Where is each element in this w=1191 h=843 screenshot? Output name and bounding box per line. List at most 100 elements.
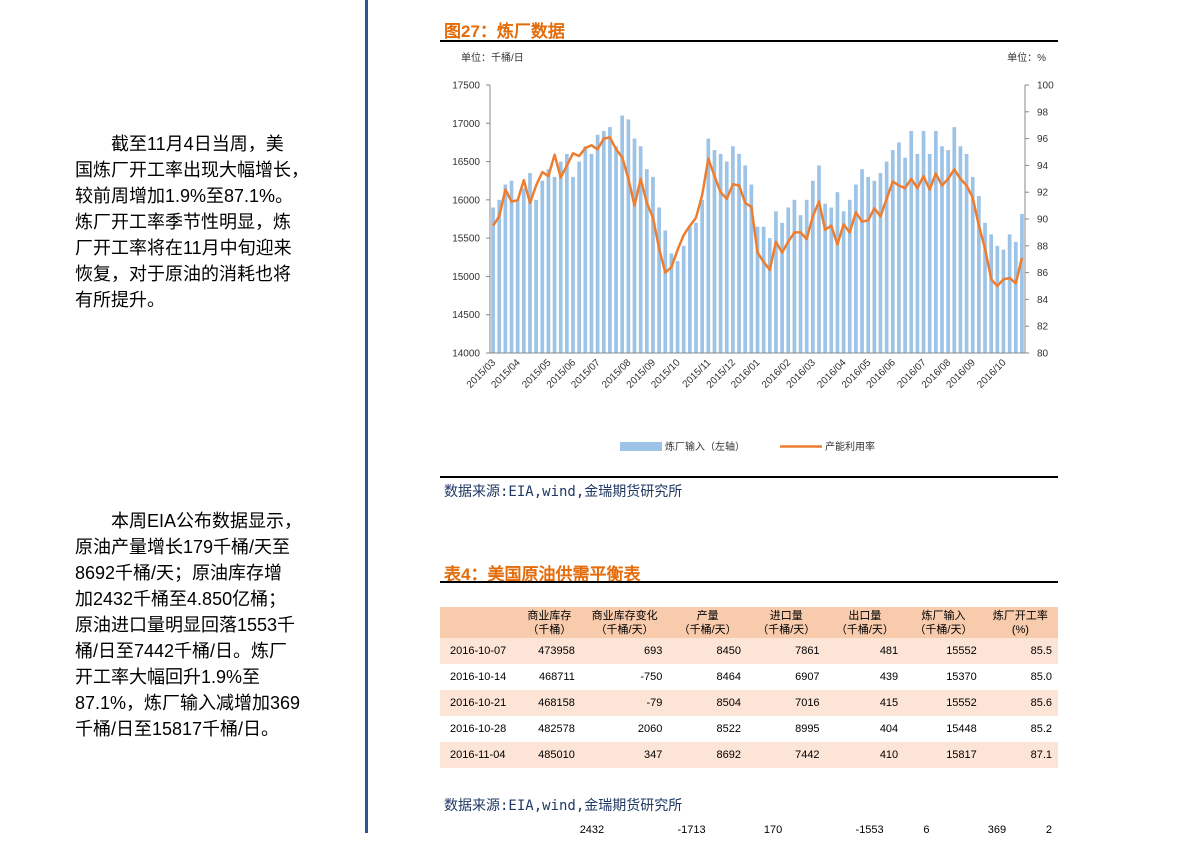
y-tick-label: 14000: [452, 349, 480, 360]
text-line: 加2432千桶至4.850亿桶；: [75, 589, 287, 609]
header-text: （千桶/天）: [914, 623, 973, 636]
y-tick-label: 16500: [452, 157, 480, 168]
bar: [977, 196, 981, 353]
text-line: 本周EIA公布数据显示，: [111, 511, 303, 531]
bar: [1013, 241, 1018, 353]
cell: 7861: [746, 638, 826, 664]
bar: [614, 146, 618, 353]
bar: [632, 138, 637, 353]
line: [492, 136, 1024, 288]
cell: 15370: [946, 671, 977, 683]
bar: [540, 180, 545, 353]
y-tick-label: 16000: [452, 195, 480, 206]
rule: [440, 40, 1058, 42]
bar: [878, 173, 883, 353]
bar: [866, 176, 871, 353]
y2-tick-label: 84: [1037, 295, 1049, 306]
bar: [860, 169, 864, 353]
bar: [503, 184, 508, 353]
y2-tick-label: 86: [1037, 268, 1049, 279]
cell: 15552: [904, 638, 983, 664]
bar: [724, 161, 729, 353]
bar: [509, 180, 514, 353]
bar: [952, 127, 957, 353]
text-line: 千桶/日至15817千桶/日。: [75, 719, 280, 739]
bar: [921, 130, 926, 353]
text-line: 开工率大幅回升1.9%至: [75, 667, 261, 687]
bar: [989, 234, 994, 353]
bar: [780, 222, 784, 353]
bar: [552, 176, 557, 353]
bar: [792, 199, 797, 353]
cell: 410: [825, 742, 905, 768]
bar: [897, 142, 901, 353]
divider: [365, 0, 368, 833]
header-text: （千桶）: [527, 623, 572, 636]
header-cell: [440, 607, 518, 638]
cell: 415: [825, 690, 905, 716]
cut-row: 2432 -1713 170 -1553 6 369 2: [440, 817, 1058, 843]
bar: [663, 230, 668, 353]
bar: [491, 207, 495, 353]
bar: [534, 199, 538, 353]
y-tick-label: 17000: [452, 119, 480, 130]
text-line: 国炼厂开工率出现大幅增长，: [75, 160, 309, 180]
cell: 482578: [538, 723, 575, 735]
row: 2432 -1713 170 -1553 6 369 2: [440, 817, 1058, 843]
table-title: 表4：美国原油供需平衡表: [444, 565, 641, 584]
y2-tick-label: 100: [1037, 81, 1054, 92]
text-line: 厂开工率将在11月中旬迎来: [75, 238, 292, 258]
header-row: 商业库存 （千桶） 商业库存变化 （千桶/天） 产量 （千桶/天） 进口量 （千桶/天） 出口量…: [440, 607, 1058, 638]
cell: 87.1: [982, 742, 1058, 768]
bar: [675, 261, 680, 353]
cell: 404: [879, 723, 899, 735]
cell: 2016-10-21: [440, 690, 518, 716]
cell: 7442: [746, 742, 826, 768]
bar: [700, 199, 704, 353]
bar: [731, 146, 735, 353]
row: 2016-10-07 473958 693 8450 7861 481 15552 85.5: [440, 638, 1058, 664]
text-line: 有所提升。: [75, 290, 165, 310]
y2-tick-label: 88: [1037, 241, 1049, 252]
bar: [964, 153, 969, 353]
y-unit: 单位：千桶/日: [461, 51, 524, 64]
bar: [688, 226, 692, 353]
bar: [761, 226, 766, 353]
bar: [927, 153, 932, 353]
bar: [841, 211, 846, 353]
text-line: 桶/日至7442千桶/日。炼厂: [75, 641, 288, 661]
header-cell: 出口量 （千桶/天）: [825, 607, 905, 638]
text-line: 炼厂开工率季节性明显，炼: [75, 212, 291, 232]
cell: 85.2: [1030, 723, 1052, 735]
paragraph: 本周EIA公布数据显示， 原油产量增长179千桶/天至 8692千桶/天；原油库存增…: [75, 508, 302, 742]
cell: 6907: [795, 671, 820, 683]
chart-title: 图27：炼厂数据: [444, 22, 565, 41]
bar: [940, 146, 944, 353]
cell: 170: [763, 824, 783, 836]
y2-tick-label: 82: [1037, 322, 1049, 333]
header-text: 炼厂开工率: [992, 609, 1048, 622]
cell: 2016-10-28: [450, 723, 507, 735]
bar: [718, 153, 723, 353]
header-text: (%): [1011, 623, 1029, 636]
text-line: 87.1%，炼厂输入减增加369: [75, 693, 301, 713]
cell: 347: [580, 742, 669, 768]
header-text: （千桶/天）: [835, 623, 894, 636]
cell: -750: [640, 671, 663, 683]
bar: [1007, 234, 1012, 353]
legend-label: 产能利用率: [825, 440, 875, 453]
bar: [515, 199, 520, 353]
cell: -1553: [855, 824, 884, 836]
cell: 8450: [668, 638, 747, 664]
table: 商业库存 （千桶） 商业库存变化 （千桶/天） 产量 （千桶/天） 进口量 （千桶/天） 出口量…: [440, 607, 1058, 768]
bar: [829, 207, 834, 353]
bar: [651, 176, 655, 353]
header-cell: 炼厂开工率 (%): [982, 607, 1058, 638]
bar: [755, 226, 760, 353]
cell: 2432: [579, 824, 605, 836]
bar: [577, 161, 582, 353]
bar: [835, 192, 840, 353]
header-text: （千桶/天）: [678, 623, 737, 636]
bar: [626, 119, 631, 353]
